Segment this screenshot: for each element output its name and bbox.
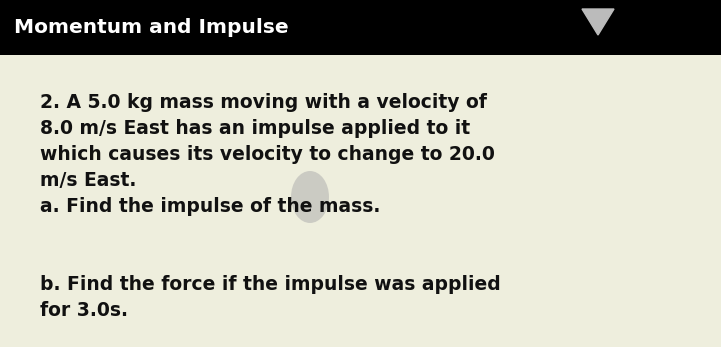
- Text: Momentum and Impulse: Momentum and Impulse: [14, 18, 288, 37]
- Text: which causes its velocity to change to 20.0: which causes its velocity to change to 2…: [40, 145, 495, 164]
- Text: b. Find the force if the impulse was applied: b. Find the force if the impulse was app…: [40, 275, 501, 294]
- Ellipse shape: [291, 171, 329, 223]
- Text: for 3.0s.: for 3.0s.: [40, 301, 128, 320]
- Polygon shape: [582, 9, 614, 35]
- Text: a. Find the impulse of the mass.: a. Find the impulse of the mass.: [40, 197, 381, 216]
- Text: 8.0 m/s East has an impulse applied to it: 8.0 m/s East has an impulse applied to i…: [40, 119, 470, 138]
- Text: 2. A 5.0 kg mass moving with a velocity of: 2. A 5.0 kg mass moving with a velocity …: [40, 93, 487, 112]
- Text: m/s East.: m/s East.: [40, 171, 136, 190]
- Bar: [0, 0, 721, 55]
